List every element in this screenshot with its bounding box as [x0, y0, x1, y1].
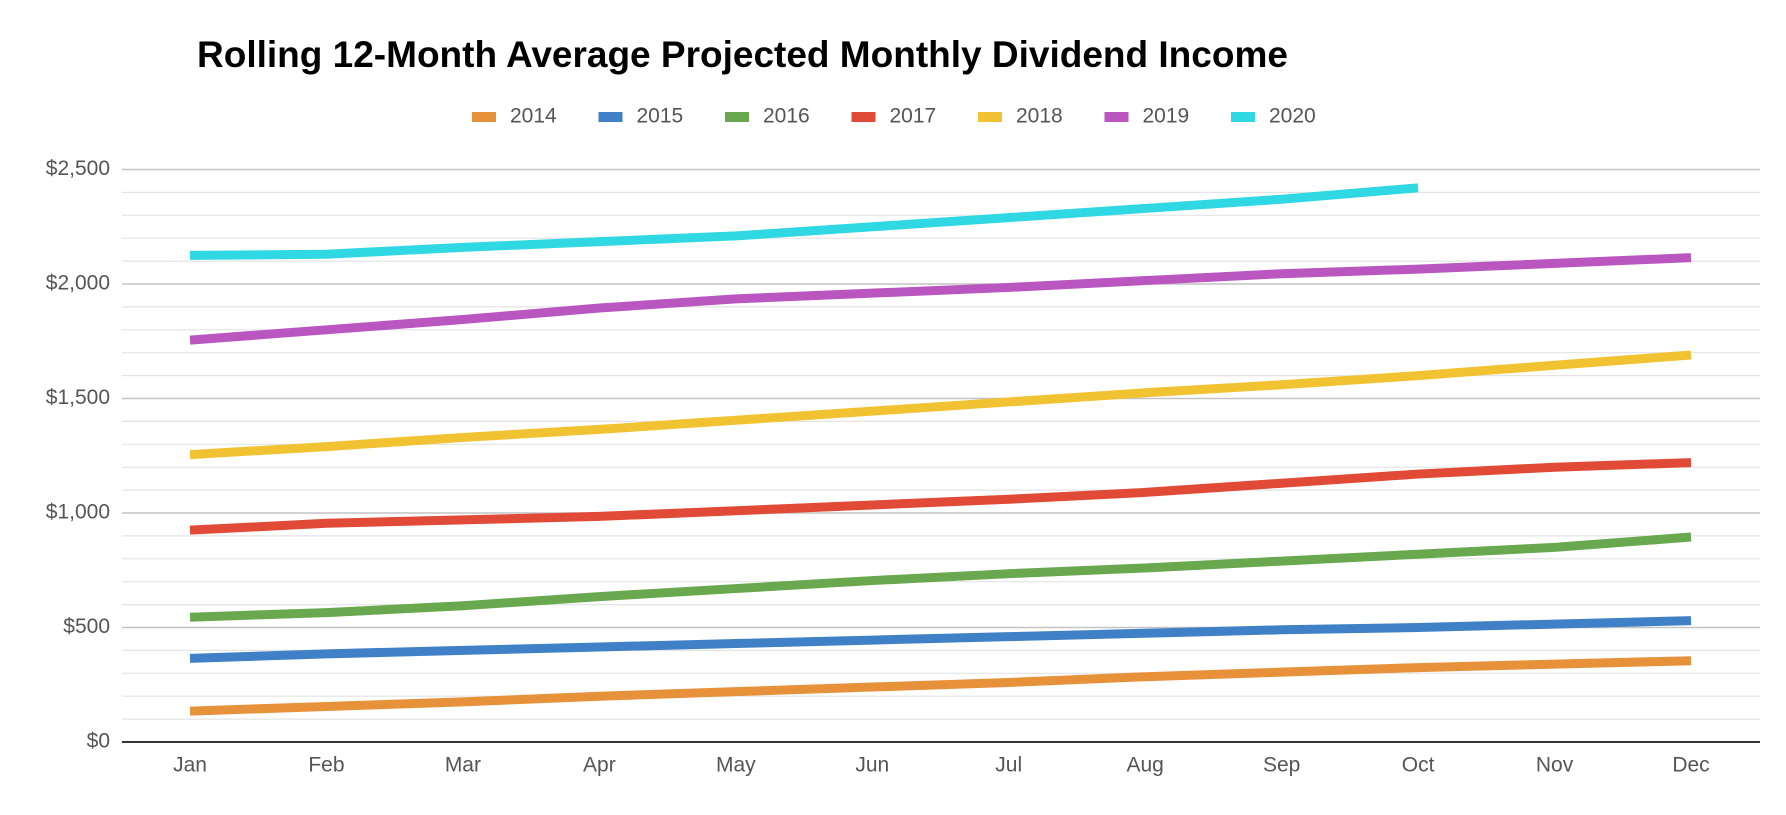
series-line: [189, 183, 1419, 260]
series-line: [189, 458, 1692, 535]
x-tick-label: Nov: [1536, 754, 1574, 777]
legend-swatch: [851, 112, 876, 122]
legend-swatch: [1104, 112, 1129, 122]
x-tick-label: Mar: [445, 754, 481, 777]
legend-swatch: [978, 112, 1002, 122]
chart-title: Rolling 12-Month Average Projected Month…: [197, 34, 1288, 75]
series-line: [189, 253, 1692, 345]
y-tick-label: $2,500: [46, 157, 110, 180]
y-tick-label: $1,000: [46, 501, 110, 524]
legend-label: 2014: [510, 105, 557, 128]
y-tick-label: $2,000: [46, 272, 110, 295]
legend-swatch: [725, 112, 749, 122]
x-tick-label: Aug: [1126, 754, 1163, 777]
x-tick-label: Jun: [855, 754, 889, 777]
x-tick-label: Dec: [1672, 754, 1709, 777]
y-tick-label: $0: [87, 730, 110, 753]
x-tick-label: Feb: [308, 754, 344, 777]
x-tick-label: Oct: [1402, 754, 1435, 777]
x-tick-label: Jan: [173, 754, 207, 777]
legend-label: 2018: [1016, 105, 1063, 128]
x-tick-label: May: [716, 754, 756, 777]
series-line: [189, 350, 1692, 460]
series-line: [189, 616, 1692, 663]
legend-swatch: [598, 112, 623, 122]
x-tick-label: Jul: [995, 754, 1022, 777]
y-tick-label: $500: [63, 615, 110, 638]
legend-label: 2015: [637, 105, 684, 128]
legend-label: 2016: [763, 105, 810, 128]
x-tick-label: Apr: [583, 754, 616, 777]
legend-swatch: [1231, 112, 1255, 122]
legend-label: 2017: [890, 105, 937, 128]
legend-label: 2020: [1269, 105, 1316, 128]
legend-label: 2019: [1143, 105, 1190, 128]
x-tick-label: Sep: [1263, 754, 1300, 777]
series-line: [189, 532, 1692, 622]
legend-swatch: [472, 112, 496, 122]
y-tick-label: $1,500: [46, 386, 110, 409]
series-line: [189, 656, 1692, 716]
